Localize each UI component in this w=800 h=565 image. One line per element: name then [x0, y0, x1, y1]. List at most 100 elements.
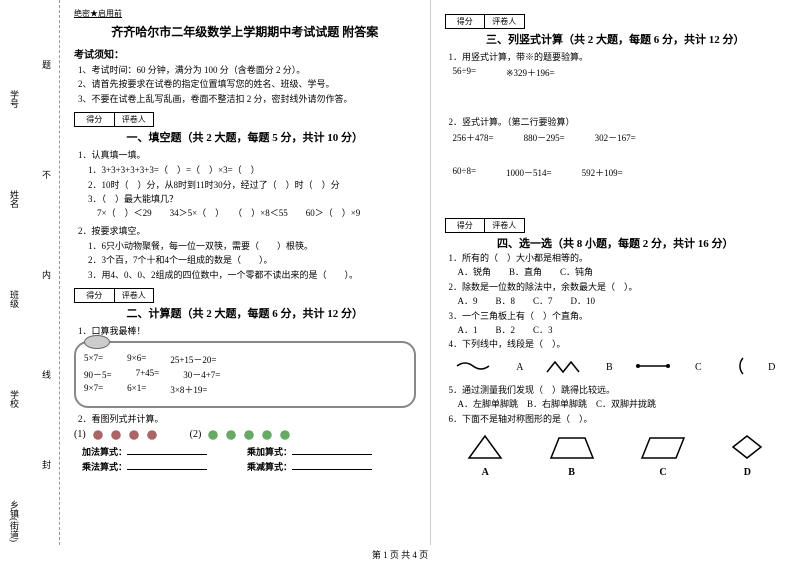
flower-icon [92, 429, 104, 441]
shape-diamond: D [729, 432, 765, 478]
shapes-row: A B C D [445, 432, 787, 478]
binding-margin: 乡镇(街道) 学校 班级 姓名 学号 封 线 内 不 题 [0, 0, 60, 545]
s1-q2-items: 1．6只小动物聚餐，每一位一双筷，需要（ ）根筷。 2．3个百，7个十和4个一组… [88, 239, 416, 282]
shape-triangle: A [465, 432, 505, 478]
calc-row: 9×7= 6×1= 3×8＋19= [84, 383, 406, 396]
s2-q2: 2．看图列式并计算。 [78, 412, 416, 425]
eq-label: 乘法算式： [82, 462, 127, 472]
flower-icon [110, 429, 122, 441]
notice-list: 1、考试时间：60 分钟，满分为 100 分（含卷面分 2 分）。 2、请首先按… [78, 63, 416, 106]
calc-item: 9×6= [127, 353, 146, 366]
opt-label: B [606, 362, 613, 373]
calc-item: 3×8＋19= [170, 383, 207, 396]
item: 2．3个百，7个十和4个一组成的数是（ ）。 [88, 253, 416, 267]
s1-q2: 2．按要求填空。 [78, 224, 416, 237]
grader-label: 评卷人 [485, 219, 524, 232]
calc-box: 5×7= 9×6= 25+15－20= 90－5= 7+45= 30－4+7= … [74, 341, 416, 408]
section-1-title: 一、填空题（共 2 大题，每题 5 分，共计 10 分） [74, 129, 416, 145]
exam-title: 齐齐哈尔市二年级数学上学期期中考试试题 附答案 [74, 23, 416, 40]
calc-item: 30－4+7= [183, 368, 220, 381]
eq: 302－167= [595, 131, 636, 144]
eq: 60÷8= [453, 166, 477, 179]
blank-line[interactable] [127, 469, 207, 470]
calc-item: 25+15－20= [170, 353, 216, 366]
eq: ※329＋196= [506, 66, 555, 79]
eq: 592＋109= [582, 166, 623, 179]
eq: 880－295= [524, 131, 565, 144]
bind-field-2: 学校 [8, 390, 21, 408]
s1-q1-items: 1．3+3+3+3+3+3=（ ）=（ ）×3=（ ） 2．10时（ ）分，从8… [88, 163, 416, 221]
flower-icon [225, 429, 237, 441]
s4-items: 1．所有的（ ）大小都是相等的。 A．锐角 B．直角 C．钝角 2．除数是一位数… [449, 251, 787, 352]
secret-tag: 绝密★启用前 [74, 8, 416, 19]
bind-mark-5: 题 [40, 60, 53, 69]
eq: 56÷9= [453, 66, 477, 79]
notice-item: 1、考试时间：60 分钟，满分为 100 分（含卷面分 2 分）。 [78, 63, 416, 77]
s2-q1: 1．口算我最棒！ [78, 324, 416, 337]
score-box: 得分 评卷人 [74, 112, 154, 127]
score-label: 得分 [446, 219, 486, 232]
calc-item: 90－5= [84, 368, 112, 381]
opt-c [634, 358, 674, 377]
shape-trapezoid: B [547, 432, 597, 478]
item: 1．3+3+3+3+3+3=（ ）=（ ）×3=（ ） [88, 163, 416, 177]
score-label: 得分 [75, 113, 115, 126]
item: 7×（ ）＜29 34＞5×（ ） （ ）×8＜55 60＞（ ）×9 [88, 206, 416, 220]
calc-item: 6×1= [127, 383, 146, 396]
bind-mark-4: 不 [40, 170, 53, 179]
picture-row: (1) (2) [74, 429, 416, 441]
item: A．左脚单脚跳 B．右脚单脚跳 C．双脚并拢跳 [449, 397, 787, 411]
calc-row: 90－5= 7+45= 30－4+7= [84, 368, 406, 381]
blank-line[interactable] [292, 469, 372, 470]
opt-label: D [768, 362, 775, 373]
flower-icon [279, 429, 291, 441]
bind-field-4: 姓名 [8, 190, 21, 208]
line-options: A B C D [445, 356, 787, 379]
score-box: 得分 评卷人 [445, 14, 525, 29]
page-footer: 第 1 页 共 4 页 [0, 548, 800, 561]
eq: 256＋478= [453, 131, 494, 144]
bind-field-3: 班级 [8, 290, 21, 308]
item: 4．下列线中，线段是（ ）。 [449, 337, 787, 351]
eq-row: 加法算式： 乘加算式： [82, 445, 408, 458]
eq-row: 乘法算式： 乘减算式： [82, 460, 408, 473]
inline-eq: 56÷9= ※329＋196= [453, 66, 779, 79]
notice-item: 2、请首先按要求在试卷的指定位置填写您的姓名、班级、学号。 [78, 77, 416, 91]
inline-eq: 60÷8= 1000－514= 592＋109= [453, 166, 779, 179]
eq: 1000－514= [506, 166, 552, 179]
blank-line[interactable] [292, 454, 372, 455]
bind-field-1: 乡镇(街道) [8, 500, 21, 542]
item: 3．一个三角板上有（ ）个直角。 [449, 309, 787, 323]
group-label: (2) [190, 429, 202, 440]
left-column: 绝密★启用前 齐齐哈尔市二年级数学上学期期中考试试题 附答案 考试须知： 1、考… [60, 0, 431, 545]
item: 2．除数是一位数的除法中，余数最大是（ ）。 [449, 280, 787, 294]
item: 3．（ ）最大能填几？ [88, 192, 416, 206]
item: 6．下面不是轴对称图形的是（ ）。 [449, 412, 787, 426]
eq-label: 加法算式： [82, 447, 127, 457]
notice-item: 3、不要在试卷上乱写乱画，卷面不整洁扣 2 分，密封线外请勿作答。 [78, 92, 416, 106]
bind-mark-1: 封 [40, 460, 53, 469]
notice-title: 考试须知： [74, 46, 416, 61]
page: 乡镇(街道) 学校 班级 姓名 学号 封 线 内 不 题 绝密★启用前 齐齐哈尔… [0, 0, 800, 545]
item: 3．用4、0、0、2组成的四位数中，一个零都不读出来的是（ ）。 [88, 268, 416, 282]
item: 2．10时（ ）分，从8时到11时30分，经过了（ ）时（ ）分 [88, 178, 416, 192]
blank-line[interactable] [127, 454, 207, 455]
score-box: 得分 评卷人 [74, 288, 154, 303]
item: 5．通过测量我们发现（ ）跳得比较远。 [449, 383, 787, 397]
right-column: 得分 评卷人 三、列竖式计算（共 2 大题，每题 6 分，共计 12 分） 1．… [431, 0, 800, 545]
s1-q1: 1．认真填一填。 [78, 148, 416, 161]
score-box: 得分 评卷人 [445, 218, 525, 233]
bind-field-5: 学号 [8, 90, 21, 108]
opt-label: A [516, 362, 523, 373]
eq-label: 乘减算式： [247, 462, 292, 472]
grader-label: 评卷人 [115, 289, 154, 302]
item: A．锐角 B．直角 C．钝角 [449, 265, 787, 279]
group-label: (1) [74, 429, 86, 440]
grader-label: 评卷人 [485, 15, 524, 28]
section-2-title: 二、计算题（共 2 大题，每题 6 分，共计 12 分） [74, 305, 416, 321]
opt-label: C [695, 362, 702, 373]
ufo-icon [84, 335, 110, 349]
section-4-title: 四、选一选（共 8 小题，每题 2 分，共计 16 分） [445, 235, 787, 251]
flower-icon [261, 429, 273, 441]
flower-icon [146, 429, 158, 441]
